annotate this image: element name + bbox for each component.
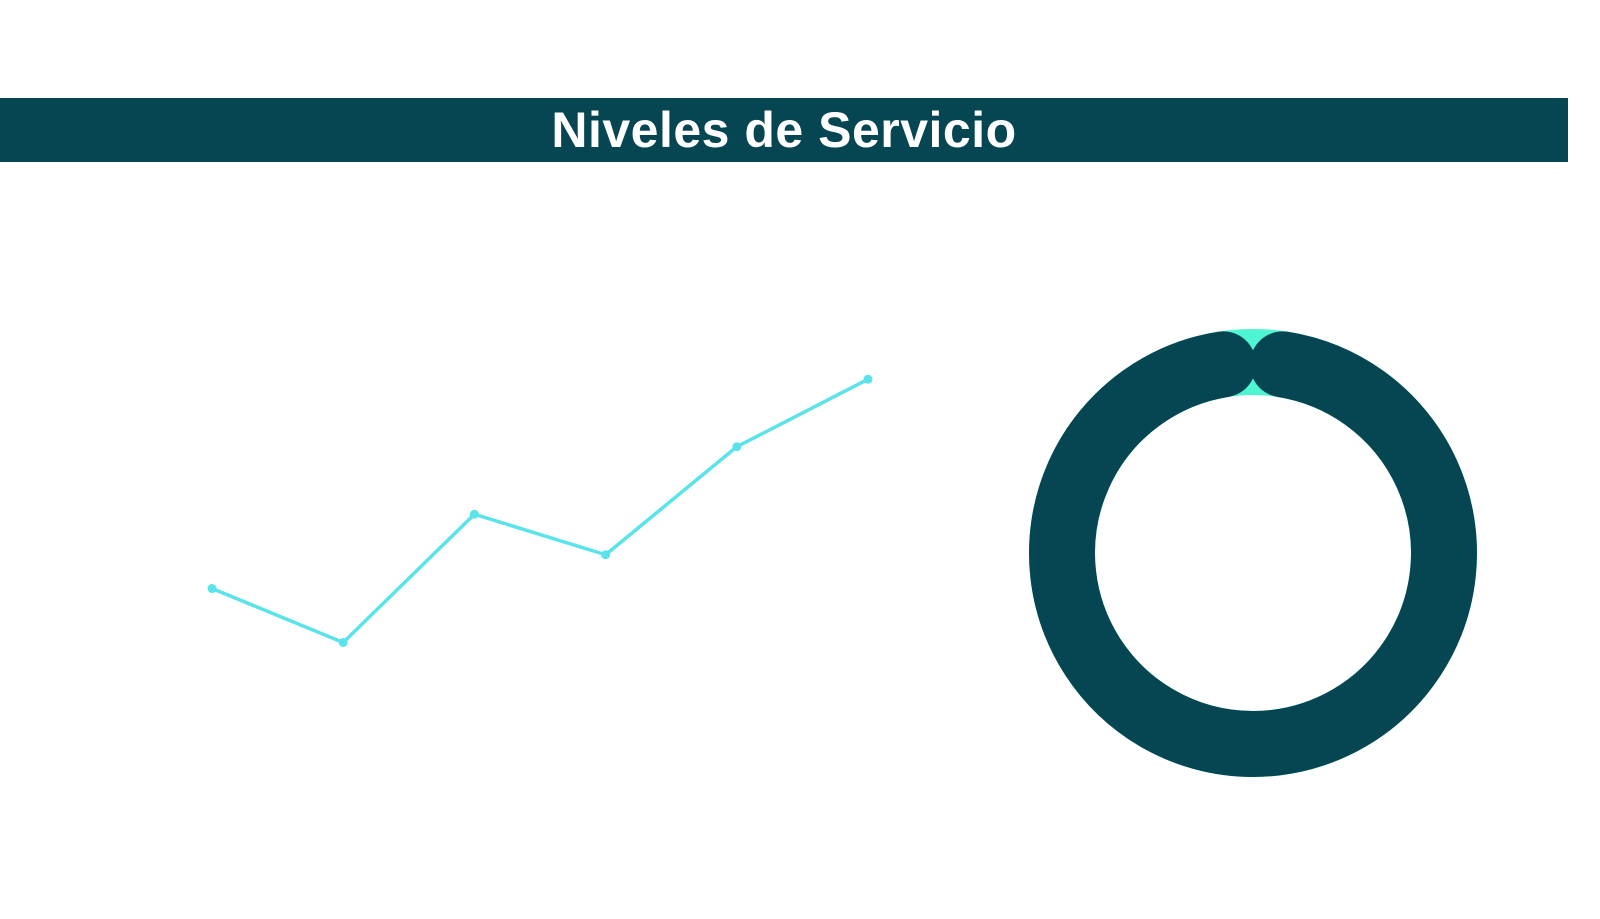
header-banner: Niveles de Servicio	[0, 98, 1568, 162]
series-points	[207, 374, 873, 647]
data-point-6	[863, 374, 873, 384]
data-point-4	[601, 550, 611, 560]
data-point-5	[732, 442, 742, 452]
page-title: Niveles de Servicio	[551, 102, 1017, 158]
data-point-2	[338, 638, 348, 647]
data-point-1	[207, 584, 217, 593]
donut-slice-main	[1029, 331, 1477, 777]
data-point-3	[469, 509, 479, 519]
line-chart	[207, 374, 873, 647]
series-line	[211, 377, 869, 645]
